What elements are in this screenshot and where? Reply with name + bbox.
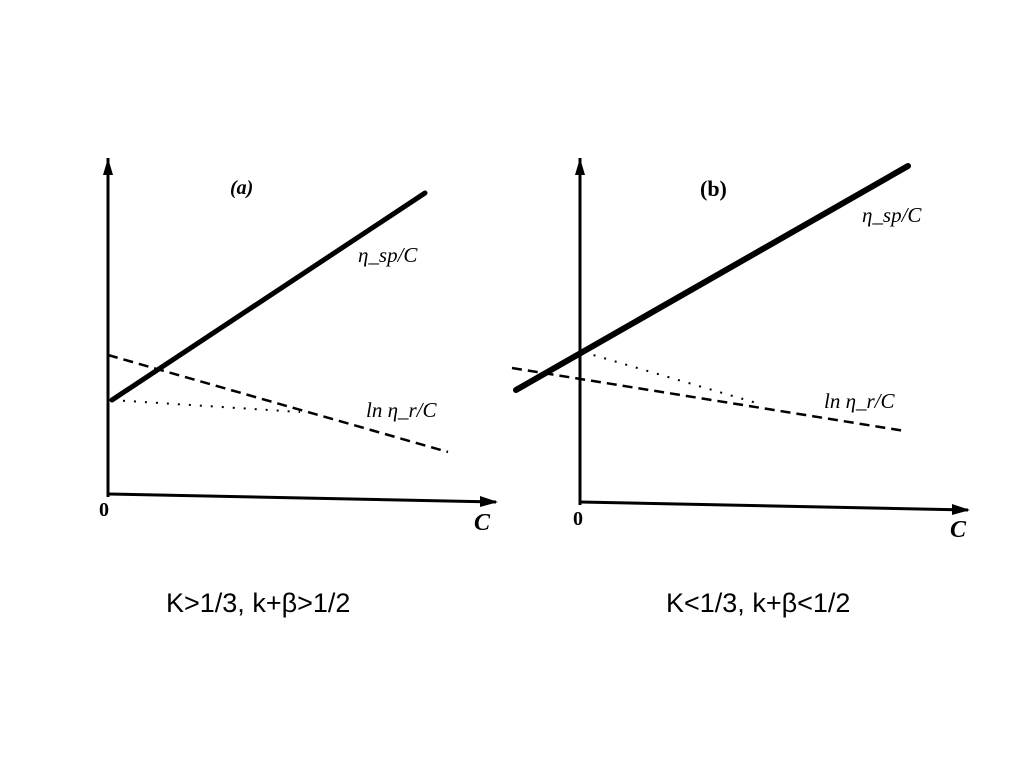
panel-label: (a)	[230, 177, 253, 199]
series-label-ln-eta-r: ln η_r/C	[824, 389, 896, 413]
x-axis	[579, 500, 969, 512]
series-line-ln-eta-r	[107, 353, 449, 454]
y-axis-arrow	[103, 158, 113, 175]
series-label-eta-sp: η_sp/C	[862, 203, 922, 227]
panel-label: (b)	[700, 176, 727, 201]
x-axis-label: C	[950, 517, 967, 543]
panel-b: 0 C (b) η_sp/C ln η_r/C	[511, 158, 970, 543]
x-axis	[107, 492, 497, 504]
series-line-eta-sp	[513, 163, 911, 393]
y-axis-arrow	[575, 158, 585, 175]
caption-b: K<1/3, k+β<1/2	[666, 588, 851, 618]
series-line-eta-sp	[109, 190, 428, 403]
series-line-dotted	[582, 351, 761, 405]
series-label-ln-eta-r: ln η_r/C	[366, 398, 438, 422]
series-line-dotted	[111, 399, 301, 413]
x-axis-arrow	[952, 504, 970, 515]
caption-a: K>1/3, k+β>1/2	[166, 588, 351, 618]
series-line-ln-eta-r	[511, 366, 906, 433]
series-label-eta-sp: η_sp/C	[358, 243, 418, 267]
origin-label: 0	[99, 499, 109, 521]
panel-a: 0 C (a) η_sp/C ln η_r/C	[99, 158, 498, 536]
x-axis-arrow	[480, 496, 498, 507]
x-axis-label: C	[474, 510, 491, 536]
origin-label: 0	[573, 508, 583, 530]
